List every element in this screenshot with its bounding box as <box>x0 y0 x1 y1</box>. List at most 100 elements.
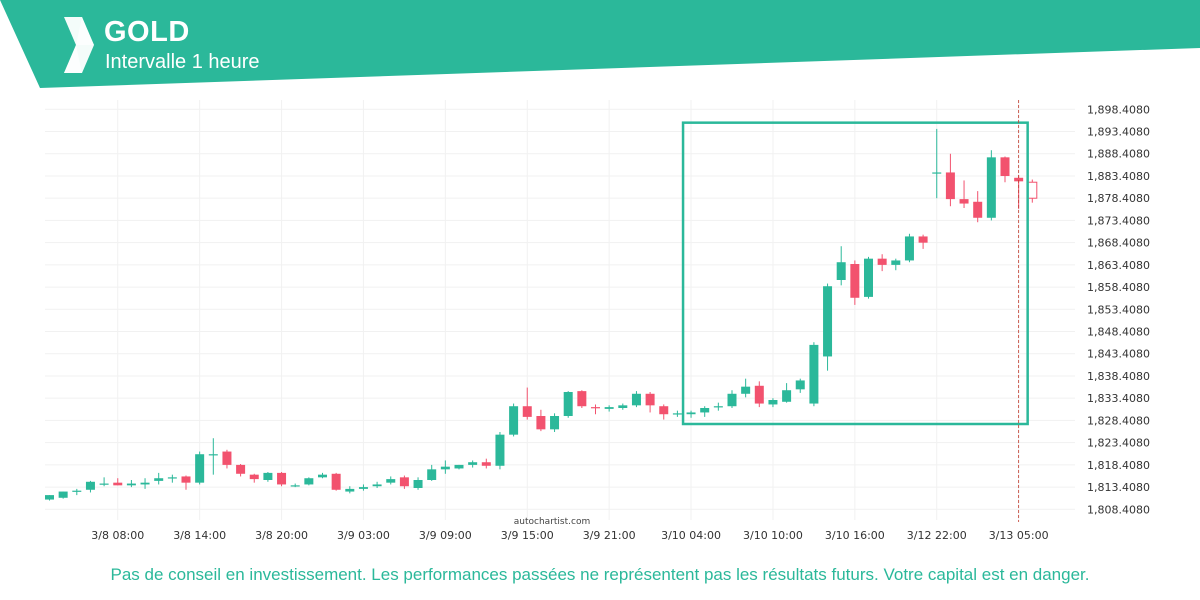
candle <box>427 464 437 481</box>
candle-body <box>495 434 505 466</box>
watermark-text: autochartist.com <box>514 517 590 527</box>
candle <box>536 409 546 432</box>
candle <box>208 438 218 475</box>
candle-body <box>932 172 942 174</box>
candlestick-chart: 1,808.4080 1,813.4080 1,818.4080 1,823.4080… <box>45 100 1150 542</box>
candle <box>345 486 355 494</box>
candle-body <box>836 262 846 280</box>
y-tick-label: 1,883.4080 <box>1087 170 1150 183</box>
disclaimer-text: Pas de conseil en investissement. Les pe… <box>110 565 1090 584</box>
y-tick-label: 1,868.4080 <box>1087 237 1150 250</box>
candle <box>372 481 382 488</box>
candle <box>727 390 737 408</box>
candle <box>99 477 109 487</box>
y-tick-label: 1,818.4080 <box>1087 459 1150 472</box>
candle-body <box>754 385 764 404</box>
candle-body <box>782 390 792 402</box>
candle-body <box>823 286 833 357</box>
candle <box>809 342 819 407</box>
x-tick-label: 3/13 05:00 <box>989 529 1049 542</box>
candle <box>277 472 287 487</box>
candle-body <box>850 264 860 298</box>
candle <box>45 495 54 501</box>
candle-body <box>386 479 396 483</box>
candle <box>399 475 409 489</box>
candle <box>932 128 942 199</box>
candle-body <box>672 413 682 415</box>
candle-body <box>1000 157 1010 176</box>
candle-body <box>986 157 996 218</box>
candle-body <box>727 393 737 407</box>
candle <box>877 254 887 272</box>
candle-body <box>427 469 437 480</box>
candle <box>918 234 928 249</box>
x-tick-label: 3/9 09:00 <box>419 529 472 542</box>
y-tick-label: 1,838.4080 <box>1087 370 1150 383</box>
candle-body <box>154 478 164 481</box>
candle-body <box>249 474 259 480</box>
candle-body <box>58 491 68 498</box>
candle <box>618 403 628 410</box>
candle-body <box>659 406 669 415</box>
candle-body <box>700 408 710 413</box>
candle <box>1027 179 1038 203</box>
candle-body <box>72 490 82 492</box>
candle-body <box>440 466 450 470</box>
candle <box>563 391 573 418</box>
y-tick-label: 1,863.4080 <box>1087 259 1150 272</box>
x-tick-label: 3/8 20:00 <box>255 529 308 542</box>
candle <box>904 233 914 263</box>
candle-body <box>99 483 109 485</box>
candle-body <box>577 391 587 407</box>
candle <box>58 491 68 499</box>
candle <box>454 464 464 470</box>
candle <box>754 381 764 408</box>
candle <box>973 191 983 223</box>
candle <box>386 476 396 485</box>
candle-body <box>358 487 368 489</box>
candle-body <box>864 258 873 297</box>
candle <box>577 390 587 408</box>
candle <box>263 472 273 482</box>
candle-body <box>318 474 327 478</box>
candle-body <box>345 488 355 492</box>
instrument-title: GOLD <box>104 16 190 48</box>
candle-body <box>645 393 655 406</box>
candle <box>959 180 969 208</box>
candle <box>522 387 532 420</box>
candle-body <box>877 258 887 265</box>
y-tick-label: 1,848.4080 <box>1087 326 1150 339</box>
candle <box>713 402 723 411</box>
candle-body <box>604 407 614 409</box>
candle <box>495 432 505 470</box>
candle-body <box>741 386 751 394</box>
candle <box>304 477 314 486</box>
candle-body <box>263 472 273 480</box>
candle <box>236 464 246 477</box>
candle <box>481 458 491 469</box>
candle-body <box>45 495 54 500</box>
candle-body <box>195 454 205 483</box>
candle <box>836 246 846 286</box>
candle <box>631 391 641 408</box>
candle-body <box>686 412 696 415</box>
y-tick-label: 1,898.4080 <box>1087 103 1150 116</box>
candle-body <box>904 236 914 261</box>
candle-body <box>563 392 573 416</box>
candle <box>986 150 996 221</box>
candle <box>741 378 751 398</box>
chart-grid <box>45 100 1075 520</box>
candle <box>850 260 860 305</box>
y-axis: 1,808.4080 1,813.4080 1,818.4080 1,823.4080… <box>1087 103 1150 516</box>
candle <box>945 153 955 207</box>
candle <box>823 283 833 371</box>
candle <box>126 480 136 488</box>
y-tick-label: 1,888.4080 <box>1087 148 1150 161</box>
candle-body <box>959 199 969 204</box>
candle <box>891 258 901 271</box>
candle-body <box>222 451 232 465</box>
candle-body <box>167 477 177 479</box>
candle <box>113 478 123 486</box>
candle <box>468 460 478 468</box>
y-tick-label: 1,843.4080 <box>1087 348 1150 361</box>
